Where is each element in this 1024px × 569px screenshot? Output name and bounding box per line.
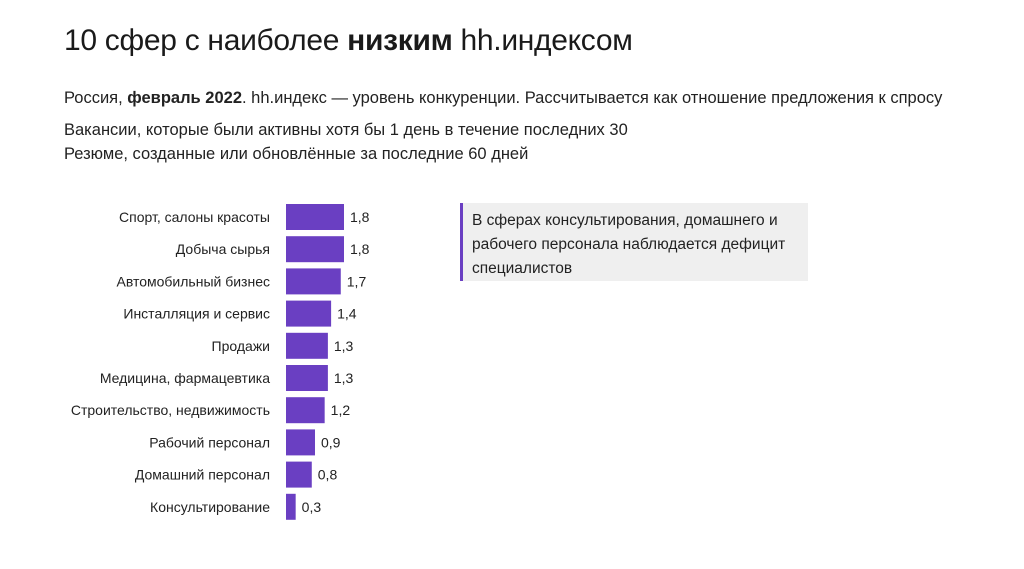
value-label: 1,8 — [350, 241, 370, 257]
value-label: 1,3 — [334, 338, 354, 354]
value-label: 0,9 — [321, 434, 341, 450]
bar — [286, 300, 332, 327]
category-label: Медицина, фармацевтика — [100, 370, 270, 386]
category-label: Добыча сырья — [176, 241, 270, 257]
subtitle-suffix: . hh.индекс — уровень конкуренции. Рассч… — [242, 89, 943, 107]
bar — [286, 365, 328, 391]
value-label: 0,8 — [318, 467, 338, 483]
page-title: 10 сфер с наиболее низким hh.индексом — [64, 24, 633, 58]
category-label: Автомобильный бизнес — [116, 273, 270, 289]
value-label: 0,3 — [302, 499, 322, 515]
category-label: Спорт, салоны красоты — [119, 209, 270, 225]
bar — [286, 332, 328, 359]
bar — [286, 429, 315, 456]
title-suffix: hh.индексом — [452, 24, 633, 57]
value-label: 1,4 — [337, 306, 357, 322]
note-vacancies: Вакансии, которые были активны хотя бы 1… — [64, 121, 628, 139]
bar — [286, 204, 344, 230]
category-label: Продажи — [212, 338, 270, 354]
subtitle-date: февраль 2022 — [127, 89, 242, 107]
note-resumes: Резюме, созданные или обновлённые за пос… — [64, 145, 529, 163]
subtitle: Россия, февраль 2022. hh.индекс — уровен… — [64, 89, 942, 108]
category-label: Строительство, недвижимость — [71, 402, 270, 418]
title-bold: низким — [347, 24, 453, 57]
callout-text: В сферах консультирования, домашнего и р… — [472, 212, 786, 277]
category-label: Инсталляция и сервис — [123, 306, 270, 322]
value-label: 1,2 — [331, 402, 351, 418]
callout-box: В сферах консультирования, домашнего и р… — [460, 203, 808, 281]
value-label: 1,7 — [347, 273, 367, 289]
value-label: 1,3 — [334, 370, 354, 386]
bar — [286, 236, 344, 263]
bar-chart: Спорт, салоны красоты 1,8 Добыча сырья 1,8 А… — [71, 204, 370, 520]
category-label: Рабочий персонал — [149, 434, 270, 450]
value-label: 1,8 — [350, 209, 370, 225]
bar — [286, 461, 312, 488]
bar — [286, 268, 341, 295]
subtitle-prefix: Россия, — [64, 89, 128, 107]
bar — [286, 493, 296, 520]
bar — [286, 397, 325, 424]
title-prefix: 10 сфер с наиболее — [64, 24, 348, 57]
category-label: Домашний персонал — [135, 467, 270, 483]
category-label: Консультирование — [150, 499, 270, 515]
